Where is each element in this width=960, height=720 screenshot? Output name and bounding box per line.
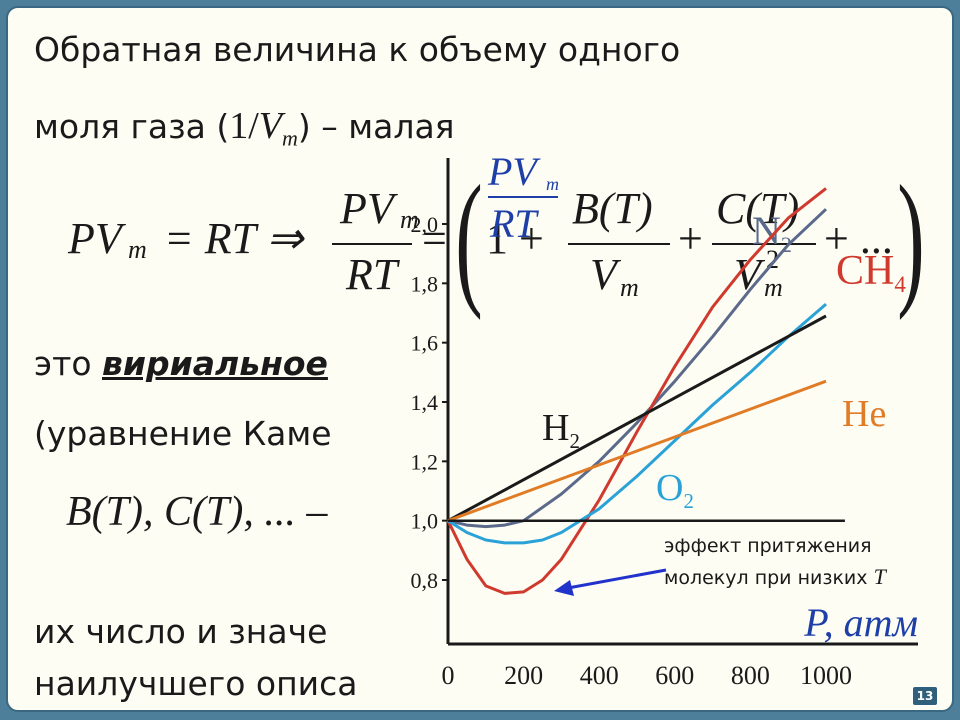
body-kamer-line: (уравнение Каме [34, 414, 332, 453]
y-tick-label-2: 1,2 [411, 449, 439, 474]
x-tick-label-4: 800 [731, 661, 770, 690]
annotation-arrow-shaft [567, 568, 667, 590]
series-line-ch4 [446, 187, 827, 595]
heading-line-2: моля газа (1/Vm) – малая [34, 104, 455, 152]
series-line-he [447, 379, 827, 523]
formula-lhs-sub: m [128, 235, 147, 264]
y-tick-label-1: 1,0 [411, 509, 439, 534]
series-label-h2: H2 [542, 407, 580, 453]
slide: Обратная величина к объему одного моля г… [6, 6, 954, 712]
formula-lhs-pv: PV [68, 214, 122, 263]
compressibility-chart: 0,8 1,0 1,2 1,4 1,6 1,8 2,0 0 200 400 600 800 1000 P,… [411, 158, 918, 690]
heading-formula-var: V [258, 105, 282, 147]
annotation-arrow-head [554, 580, 574, 596]
pvrt-num-sub: m [546, 174, 559, 194]
series-label-o2: O2 [656, 467, 694, 513]
annotation-line-1: эффект притяжения [664, 535, 872, 557]
formula-frac-line [332, 243, 412, 245]
formula-frac-den: RT [346, 250, 398, 299]
formula-c-den-sub: m [764, 273, 783, 302]
formula-b-frac-line [568, 243, 670, 245]
formula-plus: + [678, 214, 703, 263]
formula-bracket-right: ) [897, 155, 925, 321]
series-line-h2 [447, 314, 827, 523]
formula-c-num: C(T) [716, 184, 800, 233]
x-tick-label-2: 400 [580, 661, 619, 690]
page-number-badge: 13 [912, 686, 938, 706]
pvrt-den: RT [490, 201, 537, 246]
annotation-line-2: молекул при низких T [664, 564, 888, 589]
formula-tail: + ... [824, 214, 893, 263]
x-tick-label-1: 200 [504, 661, 543, 690]
formula-frac-num-sub: m [400, 205, 419, 234]
formula-frac-num: PV [340, 184, 394, 233]
body-virial-line: это вириальное [34, 344, 328, 383]
pvrt-num: PV [488, 149, 537, 194]
heading-line-2-prefix: моля газа ( [34, 107, 230, 146]
body-virial-bold: вириальное [102, 344, 328, 383]
body-best-line: наилучшего описа [34, 664, 358, 703]
heading-formula-num: 1/ [229, 105, 259, 147]
series-label-n2: N2 [752, 208, 792, 257]
y-tick-label-4: 1,6 [411, 331, 439, 356]
formula-eq-rt: = RT ⇒ [164, 214, 304, 263]
series-label-he: He [842, 393, 886, 435]
body-number-line: их число и значе [34, 612, 328, 651]
y-tick-label-6: 2,0 [411, 212, 439, 237]
body-virial-prefix: это [34, 344, 103, 383]
formula-b-den-sub: m [620, 273, 639, 302]
x-tick-label-5: 1000 [800, 661, 852, 690]
formula-bracket-left: ( [455, 155, 483, 321]
y-tick-label-5: 1,8 [411, 271, 439, 296]
x-tick-label-3: 600 [655, 661, 694, 690]
heading-formula-sub: m [282, 125, 298, 151]
y-tick-label-0: 0,8 [411, 568, 439, 593]
heading-line-2-suffix: ) – малая [297, 107, 455, 146]
series-line-n2 [447, 208, 828, 529]
y-tick-label-3: 1,4 [411, 390, 439, 415]
heading-line-1: Обратная величина к объему одного [34, 30, 681, 69]
formula-b-num: B(T) [572, 184, 653, 233]
pvrt-line [488, 196, 558, 198]
body-coeffs-line: B(T), C(T), ... – [66, 489, 328, 535]
formula-b-den: V [590, 250, 617, 299]
x-tick-label-0: 0 [442, 661, 455, 690]
x-axis-label: P, атм [803, 600, 918, 645]
formula-one-plus: 1 + [486, 214, 544, 263]
chart-pvrt-label: PV m RT [488, 148, 588, 258]
formula-equals: = [422, 214, 447, 263]
series-label-ch4: CH4 [836, 248, 906, 297]
